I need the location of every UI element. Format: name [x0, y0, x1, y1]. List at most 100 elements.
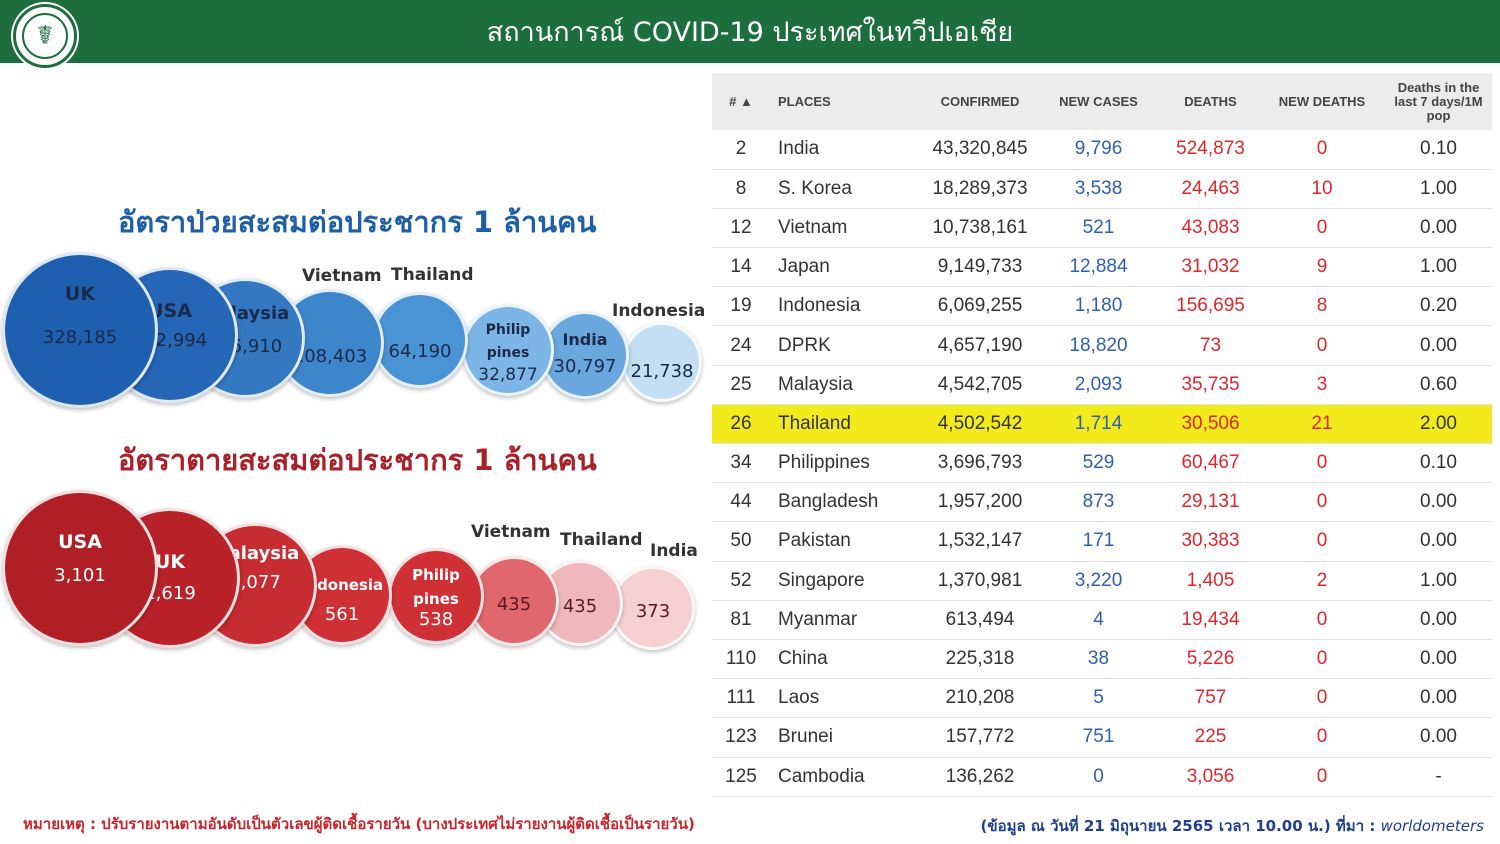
source-prefix: (ข้อมูล ณ วันที่ 21 มิถุนายน 2565 เวลา 1…	[980, 817, 1381, 835]
cell-place: Cambodia	[770, 757, 925, 797]
deaths-chart-title: อัตราตายสะสมต่อประชากร 1 ล้านคน	[118, 443, 597, 477]
cell-new-deaths: 0	[1259, 678, 1385, 719]
table-row: 26 Thailand 4,502,542 1,714 30,506 21 2.00	[712, 404, 1492, 445]
cell-deaths: 3,056	[1162, 757, 1259, 797]
cell-new-cases: 1,714	[1035, 404, 1162, 445]
cell-rank: 81	[712, 600, 770, 640]
cell-rank: 125	[712, 757, 770, 797]
cell-deaths7: 0.20	[1385, 286, 1492, 327]
table-row: 25 Malaysia 4,542,705 2,093 35,735 3 0.60	[712, 365, 1492, 405]
cell-confirmed: 1,957,200	[925, 482, 1035, 523]
cell-deaths7: 0.00	[1385, 717, 1492, 758]
cell-deaths7: 0.00	[1385, 521, 1492, 562]
cell-new-cases: 873	[1035, 482, 1162, 523]
cell-rank: 26	[712, 404, 770, 445]
table-row: 44 Bangladesh 1,957,200 873 29,131 0 0.00	[712, 482, 1492, 523]
cell-rank: 44	[712, 482, 770, 523]
deaths-bubble-value: 538	[418, 609, 454, 630]
table-row: 12 Vietnam 10,738,161 521 43,083 0 0.00	[712, 208, 1492, 249]
cell-rank: 50	[712, 521, 770, 562]
cases-bubble-name: Philip pines	[485, 322, 531, 361]
cell-place: Laos	[770, 678, 925, 719]
table-row: 125 Cambodia 136,262 0 3,056 0-	[712, 757, 1492, 797]
deaths-bubble-name: USA	[58, 531, 102, 553]
cell-rank: 24	[712, 325, 770, 366]
cell-place: India	[770, 130, 925, 170]
cell-confirmed: 10,738,161	[925, 208, 1035, 249]
cell-deaths: 30,383	[1162, 521, 1259, 562]
cell-place: China	[770, 639, 925, 680]
table-row: 81 Myanmar 613,494 4 19,434 0 0.00	[712, 600, 1492, 640]
cases-bubble-name: USA	[148, 300, 192, 322]
col-confirmed-header[interactable]: CONFIRMED	[925, 73, 1035, 130]
cell-deaths7: 0.00	[1385, 600, 1492, 640]
cell-deaths7: 0.00	[1385, 678, 1492, 719]
cell-new-deaths: 21	[1259, 404, 1385, 445]
deaths-bubble-name: Indonesia	[300, 576, 384, 594]
cell-confirmed: 157,772	[925, 717, 1035, 758]
cell-new-cases: 2,093	[1035, 365, 1162, 405]
col-new-cases-header[interactable]: NEW CASES	[1035, 73, 1162, 130]
col-places-header[interactable]: PLACES	[770, 73, 925, 130]
col-new-deaths-header[interactable]: NEW DEATHS	[1259, 73, 1385, 130]
cell-deaths7: 1.00	[1385, 561, 1492, 601]
cell-deaths: 5,226	[1162, 639, 1259, 680]
cell-deaths7: 0.00	[1385, 482, 1492, 523]
cases-bubble: 21,738	[622, 322, 702, 402]
table-row: 50 Pakistan 1,532,147 171 30,383 0 0.00	[712, 521, 1492, 562]
cell-deaths: 156,695	[1162, 286, 1259, 327]
col-rank-header[interactable]: # ▲	[712, 73, 770, 130]
cell-place: Pakistan	[770, 521, 925, 562]
cell-deaths: 524,873	[1162, 130, 1259, 170]
cell-deaths: 1,405	[1162, 561, 1259, 601]
cell-new-deaths: 0	[1259, 208, 1385, 249]
deaths-bubble-value: 2,619	[144, 583, 196, 604]
cell-deaths: 73	[1162, 325, 1259, 366]
cases-bubble: UK 328,185	[2, 252, 158, 408]
cell-deaths: 29,131	[1162, 482, 1259, 523]
cell-place: Bangladesh	[770, 482, 925, 523]
cases-bubble: Philip pines 32,877	[462, 304, 554, 396]
col-deaths-header[interactable]: DEATHS	[1162, 73, 1259, 130]
table-row: 24 DPRK 4,657,190 18,820 73 0 0.00	[712, 325, 1492, 366]
cell-new-cases: 751	[1035, 717, 1162, 758]
cell-confirmed: 225,318	[925, 639, 1035, 680]
deaths-bubble-value: 435	[496, 594, 532, 615]
cell-deaths: 19,434	[1162, 600, 1259, 640]
cell-new-deaths: 0	[1259, 482, 1385, 523]
cell-new-cases: 1,180	[1035, 286, 1162, 327]
cell-deaths: 30,506	[1162, 404, 1259, 445]
deaths-bubble: Philip pines 538	[388, 548, 484, 644]
cases-bubble: India 30,797	[541, 311, 629, 399]
table-row: 111 Laos 210,208 5 757 0 0.00	[712, 678, 1492, 719]
cell-place: DPRK	[770, 325, 925, 366]
cell-rank: 14	[712, 247, 770, 288]
cell-deaths: 43,083	[1162, 208, 1259, 249]
table-row: 52 Singapore 1,370,981 3,220 1,405 2 1.00	[712, 561, 1492, 601]
table-row: 14 Japan 9,149,733 12,884 31,032 9 1.00	[712, 247, 1492, 288]
cell-new-deaths: 0	[1259, 130, 1385, 170]
table-row: 110 China 225,318 38 5,226 0 0.00	[712, 639, 1492, 680]
cell-new-cases: 4	[1035, 600, 1162, 640]
cell-deaths7: 0.00	[1385, 208, 1492, 249]
col-deaths7-header[interactable]: Deaths in the last 7 days/1M pop	[1385, 73, 1492, 130]
cell-rank: 110	[712, 639, 770, 680]
table-row: 19 Indonesia 6,069,255 1,180 156,695 8 0.20	[712, 286, 1492, 327]
cases-bubble-value: 32,877	[478, 365, 538, 385]
source-link[interactable]: worldometers	[1380, 817, 1484, 835]
table-row: 123 Brunei 157,772 751 225 0 0.00	[712, 717, 1492, 758]
logo: ☤	[13, 4, 77, 68]
cell-deaths7: 0.10	[1385, 130, 1492, 170]
deaths-bubble-name: Thailand	[560, 530, 643, 550]
cell-new-deaths: 0	[1259, 521, 1385, 562]
emblem-icon: ☤	[22, 13, 68, 59]
cases-bubble-value: 30,797	[553, 356, 617, 377]
cell-new-cases: 529	[1035, 443, 1162, 484]
cases-bubble-value: 108,403	[292, 346, 368, 367]
cases-bubble-name: UK	[64, 283, 96, 305]
cell-deaths7: 2.00	[1385, 404, 1492, 445]
cell-deaths: 24,463	[1162, 169, 1259, 209]
cell-place: S. Korea	[770, 169, 925, 209]
deaths-bubble-value: 435	[562, 596, 598, 617]
cases-bubble-value: 21,738	[630, 361, 694, 382]
